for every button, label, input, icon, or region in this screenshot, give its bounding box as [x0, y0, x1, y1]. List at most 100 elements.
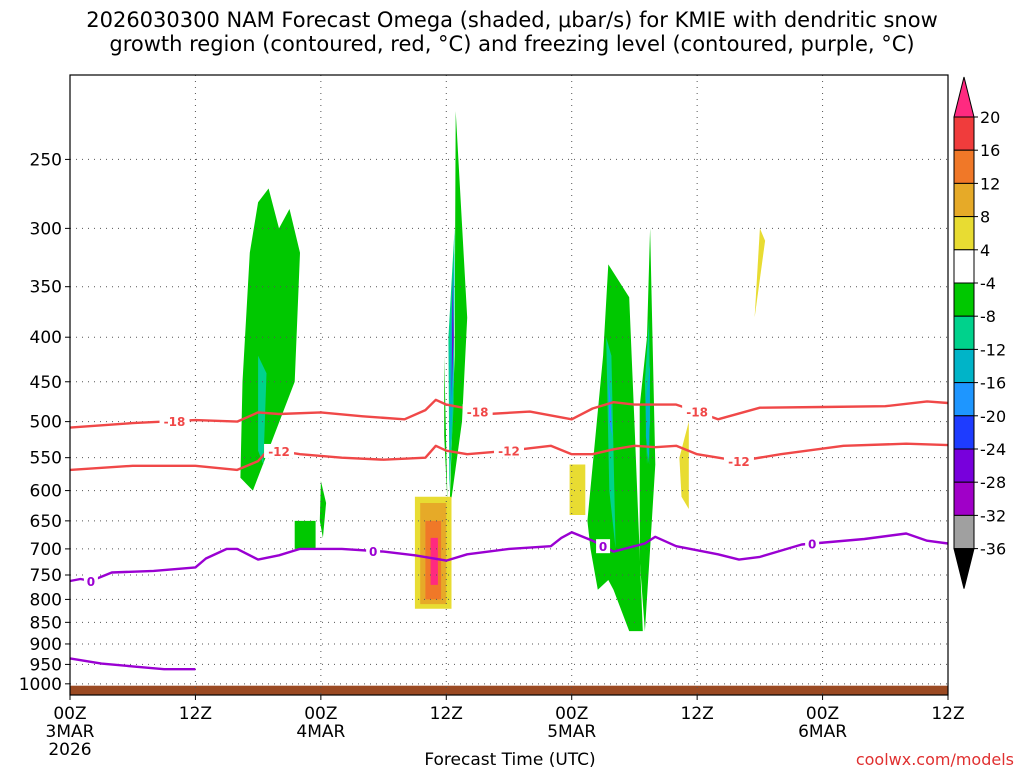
colorbar-label-9: -20 — [980, 407, 1006, 426]
grid-lines — [70, 75, 948, 695]
colorbar-label-6: -8 — [980, 307, 996, 326]
colorbar-label-10: -24 — [980, 440, 1006, 459]
colorbar-label-13: -36 — [980, 540, 1006, 559]
colorbar-swatch-9 — [953, 382, 975, 417]
colorbar-swatch-4 — [953, 216, 975, 251]
colorbar-label-12: -32 — [980, 506, 1006, 525]
colorbar-label-5: -4 — [980, 274, 996, 293]
contour-label-bg-2-2 — [596, 539, 611, 554]
omega-region-19 — [679, 421, 689, 509]
omega-region-2 — [294, 520, 316, 549]
y-tick-label-800: 800 — [30, 590, 62, 610]
omega-region-18 — [645, 364, 651, 465]
colorbar-swatch-11 — [953, 448, 975, 483]
x-tick-time-2: 00Z — [304, 704, 337, 724]
y-tick-label-950: 950 — [30, 655, 62, 675]
y-tick-label-600: 600 — [30, 482, 62, 502]
contour-label-1-1: -12 — [498, 445, 520, 459]
x-tick-date-4: 5MAR — [547, 722, 596, 742]
colorbar-label-0: 20 — [980, 108, 1000, 127]
x-tick-time-7: 12Z — [931, 704, 964, 724]
contour-label-1-0: -12 — [268, 445, 290, 459]
contour-label-bg-2-1 — [366, 543, 381, 558]
plot-area: -18 -18 -18 -12 -12 -12 0 0 0 0 — [69, 74, 949, 696]
colorbar-label-8: -16 — [980, 374, 1006, 393]
omega-region-1 — [258, 355, 267, 465]
colorbar-swatch-12 — [953, 481, 975, 516]
contour-label-bg-0-2 — [682, 404, 713, 419]
y-tick-label-700: 700 — [30, 540, 62, 560]
plot-frame — [69, 74, 949, 696]
colorbar-swatch-5 — [953, 249, 975, 284]
temperature-contours: -18 -18 -18 -12 -12 -12 0 0 0 0 — [69, 398, 949, 671]
colorbar-swatch-6 — [953, 282, 975, 317]
y-tick-label-350: 350 — [30, 278, 62, 298]
chart-title-line-2: growth region (contoured, red, °C) and f… — [109, 32, 914, 56]
colorbar-swatch-1 — [953, 116, 975, 151]
x-tick-time-5: 12Z — [681, 704, 714, 724]
contour-label-0-2: -18 — [686, 406, 708, 420]
y-tick-label-250: 250 — [30, 150, 62, 170]
y-tick-label-750: 750 — [30, 566, 62, 586]
contour-label-bg-1-1 — [494, 443, 524, 458]
omega-region-7 — [451, 275, 454, 399]
omega-region-20 — [754, 228, 766, 318]
contour-label-bg-0-0 — [159, 414, 190, 429]
omega-region-0 — [240, 188, 300, 491]
y-tick-label-550: 550 — [30, 449, 62, 469]
x-tick-time-4: 00Z — [555, 704, 588, 724]
y-tick-label-450: 450 — [30, 373, 62, 393]
colorbar-label-11: -28 — [980, 473, 1006, 492]
x-tick-date-0: 3MAR — [46, 722, 95, 742]
y-tick-label-500: 500 — [30, 413, 62, 433]
x-tick-time-3: 12Z — [430, 704, 463, 724]
y-axis: 2503003504004505005506006507007508008509… — [19, 150, 70, 695]
y-tick-label-850: 850 — [30, 613, 62, 633]
contour-line-2 — [69, 531, 949, 583]
colorbar-swatch-8 — [953, 348, 975, 384]
x-axis-title: Forecast Time (UTC) — [424, 750, 595, 768]
ground-below-surface — [70, 685, 948, 695]
y-tick-label-300: 300 — [30, 219, 62, 239]
colorbar-label-2: 12 — [980, 174, 1000, 193]
y-tick-label-400: 400 — [30, 328, 62, 348]
y-tick-label-650: 650 — [30, 512, 62, 532]
contour-label-bg-1-2 — [723, 454, 754, 469]
omega-region-14 — [608, 381, 613, 437]
colorbar-swatch-2 — [953, 149, 975, 184]
colorbar-swatch-7 — [953, 315, 975, 350]
x-tick-time-1: 12Z — [179, 704, 212, 724]
contour-line-3 — [69, 657, 196, 671]
colorbar-label-3: 8 — [980, 208, 990, 227]
contour-label-2-3: 0 — [808, 538, 816, 552]
contour-label-bg-2-0 — [83, 573, 98, 588]
colorbar-label-4: 4 — [980, 241, 990, 260]
contour-label-bg-2-3 — [805, 536, 820, 551]
y-tick-label-1000: 1000 — [19, 675, 62, 695]
contour-label-2-1: 0 — [369, 545, 377, 559]
contour-label-0-1: -18 — [467, 405, 489, 419]
x-tick-date-2: 4MAR — [296, 722, 345, 742]
contour-label-1-2: -12 — [728, 455, 750, 469]
contour-label-2-0: 0 — [87, 575, 95, 589]
colorbar-swatch-10 — [953, 415, 975, 450]
contour-label-0-0: -18 — [164, 415, 186, 429]
colorbar-top-arrow — [953, 76, 975, 118]
y-tick-label-900: 900 — [30, 635, 62, 655]
contour-label-bg-0-1 — [462, 404, 493, 419]
colorbar-bottom-arrow — [953, 548, 975, 589]
omega-region-15 — [569, 464, 586, 515]
contour-label-bg-1-0 — [264, 443, 295, 458]
omega-region-11 — [430, 537, 438, 585]
colorbar-swatch-3 — [953, 182, 975, 218]
x-tick-time-0: 00Z — [53, 704, 86, 724]
chart-title-line-1: 2026030300 NAM Forecast Omega (shaded, μ… — [86, 8, 938, 32]
x-tick-year-0: 2026 — [48, 740, 91, 760]
x-tick-time-6: 00Z — [806, 704, 839, 724]
credit-text: coolwx.com/models — [856, 750, 1014, 768]
omega-region-3 — [319, 481, 327, 538]
omega-region-4 — [444, 111, 468, 544]
colorbar: 20 16 12 8 4 -4 -8 -12 -16 -20 -24 -28 -32 -36 — [953, 76, 1006, 589]
